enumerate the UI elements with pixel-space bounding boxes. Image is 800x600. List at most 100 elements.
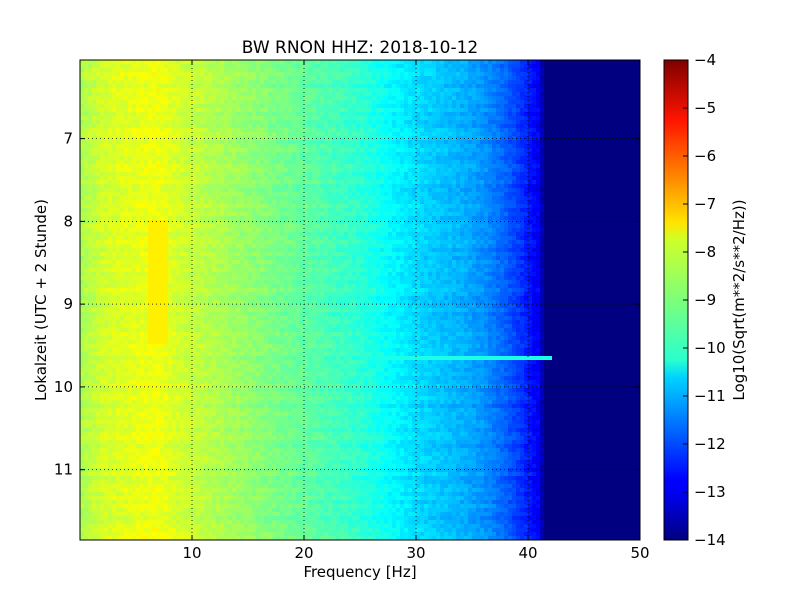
heatmap-cell	[392, 80, 397, 85]
heatmap-cell	[576, 156, 581, 161]
heatmap-cell	[272, 80, 277, 85]
heatmap-cell	[88, 136, 93, 141]
heatmap-cell	[156, 132, 161, 137]
heatmap-cell	[484, 164, 489, 169]
heatmap-cell	[448, 164, 453, 169]
heatmap-cell	[384, 80, 389, 85]
heatmap-cell	[92, 132, 97, 137]
heatmap-cell	[96, 196, 101, 201]
heatmap-cell	[348, 112, 353, 117]
heatmap-cell	[212, 112, 217, 117]
heatmap-cell	[320, 196, 325, 201]
heatmap-cell	[256, 100, 261, 105]
heatmap-cell	[364, 164, 369, 169]
heatmap-cell	[152, 176, 157, 181]
heatmap-cell	[372, 168, 377, 173]
heatmap-cell	[304, 60, 309, 65]
heatmap-cell	[596, 188, 601, 193]
heatmap-cell	[244, 76, 249, 81]
heatmap-cell	[492, 72, 497, 77]
heatmap-cell	[212, 64, 217, 69]
heatmap-cell	[364, 172, 369, 177]
heatmap-cell	[608, 76, 613, 81]
heatmap-cell	[336, 76, 341, 81]
heatmap-cell	[348, 96, 353, 101]
heatmap-cell	[476, 120, 481, 125]
heatmap-cell	[280, 112, 285, 117]
heatmap-cell	[148, 100, 153, 105]
heatmap-cell	[564, 140, 569, 145]
heatmap-cell	[192, 68, 197, 73]
heatmap-cell	[272, 124, 277, 129]
heatmap-cell	[472, 104, 477, 109]
heatmap-cell	[88, 184, 93, 189]
heatmap-cell	[264, 92, 269, 97]
heatmap-cell	[428, 112, 433, 117]
heatmap-cell	[492, 140, 497, 145]
heatmap-cell	[252, 168, 257, 173]
heatmap-cell	[584, 84, 589, 89]
heatmap-cell	[156, 100, 161, 105]
heatmap-cell	[360, 124, 365, 129]
heatmap-cell	[428, 176, 433, 181]
heatmap-cell	[564, 112, 569, 117]
heatmap-cell	[208, 168, 213, 173]
heatmap-cell	[116, 100, 121, 105]
heatmap-cell	[300, 68, 305, 73]
heatmap-cell	[316, 80, 321, 85]
heatmap-cell	[308, 192, 313, 197]
heatmap-cell	[364, 100, 369, 105]
heatmap-cell	[284, 184, 289, 189]
heatmap-cell	[192, 148, 197, 153]
heatmap-cell	[420, 168, 425, 173]
heatmap-cell	[520, 68, 525, 73]
heatmap-cell	[496, 152, 501, 157]
heatmap-cell	[184, 112, 189, 117]
heatmap-cell	[112, 104, 117, 109]
heatmap-cell	[380, 136, 385, 141]
heatmap-cell	[104, 176, 109, 181]
heatmap-cell	[484, 144, 489, 149]
heatmap-cell	[276, 104, 281, 109]
heatmap-cell	[152, 112, 157, 117]
heatmap-cell	[184, 100, 189, 105]
heatmap-cell	[200, 88, 205, 93]
heatmap-cell	[268, 196, 273, 201]
heatmap-cell	[544, 92, 549, 97]
heatmap-cell	[448, 100, 453, 105]
heatmap-cell	[420, 144, 425, 149]
heatmap-cell	[108, 172, 113, 177]
heatmap-cell	[580, 124, 585, 129]
heatmap-cell	[476, 96, 481, 101]
heatmap-cell	[308, 132, 313, 137]
heatmap-cell	[216, 128, 221, 133]
heatmap-cell	[92, 72, 97, 77]
heatmap-cell	[144, 68, 149, 73]
heatmap-cell	[216, 160, 221, 165]
heatmap-cell	[552, 188, 557, 193]
heatmap-cell	[180, 116, 185, 121]
heatmap-cell	[488, 124, 493, 129]
heatmap-cell	[276, 124, 281, 129]
heatmap-cell	[460, 96, 465, 101]
heatmap-cell	[132, 156, 137, 161]
heatmap-cell	[108, 96, 113, 101]
heatmap-cell	[624, 92, 629, 97]
heatmap-cell	[392, 192, 397, 197]
heatmap-cell	[540, 80, 545, 85]
heatmap-cell	[236, 176, 241, 181]
heatmap-cell	[308, 116, 313, 121]
heatmap-cell	[156, 140, 161, 145]
heatmap-cell	[352, 68, 357, 73]
heatmap-cell	[492, 180, 497, 185]
heatmap-cell	[108, 136, 113, 141]
heatmap-cell	[560, 172, 565, 177]
heatmap-cell	[448, 68, 453, 73]
heatmap-cell	[256, 140, 261, 145]
heatmap-cell	[168, 196, 173, 201]
heatmap-cell	[96, 72, 101, 77]
heatmap-cell	[200, 68, 205, 73]
heatmap-cell	[496, 84, 501, 89]
heatmap-cell	[532, 84, 537, 89]
heatmap-cell	[184, 88, 189, 93]
